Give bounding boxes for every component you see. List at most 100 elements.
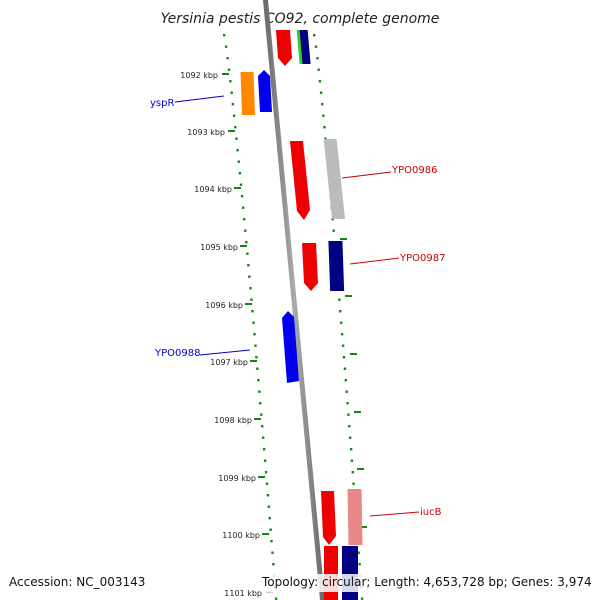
outer-ring-dot <box>321 103 324 106</box>
leader-line-ypo0986 <box>341 171 392 179</box>
outer-ring-dot <box>343 367 347 370</box>
gene-label-iucb[interactable]: iucB <box>420 507 442 518</box>
inner-ring-dot <box>239 183 243 186</box>
gene-arrow-red-ypo0986[interactable] <box>290 141 310 220</box>
inner-ring-dot <box>261 425 264 428</box>
outer-ring-dot <box>345 390 348 393</box>
inner-ring-dot <box>274 597 278 600</box>
inner-ring-dot <box>246 252 249 255</box>
inner-ring-dot <box>244 229 247 232</box>
outer-ring-dot <box>348 425 351 428</box>
outer-ring-dot <box>316 57 319 60</box>
gene-block-navy-ypo0987[interactable] <box>328 241 345 291</box>
outer-ring-dot <box>322 114 325 117</box>
gene-label-ypo0988[interactable]: YPO0988 <box>154 348 200 359</box>
outer-ring-dot <box>340 333 344 336</box>
inner-ring-dot <box>260 413 263 416</box>
outer-ring-dot <box>340 321 343 324</box>
tick-label-1098: 1098 kbp <box>214 416 252 425</box>
inner-ring-dot <box>253 333 256 336</box>
inner-ring-dot <box>229 80 232 83</box>
inner-ring-dot <box>230 91 233 94</box>
outer-ring-dot <box>319 91 323 94</box>
inner-ring-dot <box>259 402 262 405</box>
outer-ring-dot <box>341 344 345 347</box>
outer-ring-dot <box>314 45 318 48</box>
outer-ring-dot <box>358 563 361 566</box>
inner-ring-dot <box>269 528 272 531</box>
gene-label-yspr[interactable]: yspR <box>150 98 174 109</box>
outer-ring-dot <box>324 137 327 140</box>
inner-ring-dot <box>232 114 236 117</box>
inner-ring-dot <box>256 367 259 370</box>
tick-label-1101: 1101 kbp <box>224 589 262 598</box>
inner-ring-dot <box>262 436 265 439</box>
inner-ring-dot <box>242 206 245 209</box>
gene-label-ypo0986[interactable]: YPO0986 <box>391 165 437 176</box>
outer-ring-dot <box>346 402 349 405</box>
tick-label-1092: 1092 kbp <box>180 71 218 80</box>
tick-label-1093: 1093 kbp <box>187 128 225 137</box>
inner-ring-dot <box>226 57 229 60</box>
outer-ring-dot <box>344 379 347 382</box>
inner-ring-dot <box>265 482 269 485</box>
inner-ring-dot <box>270 540 273 543</box>
inner-ring-dot <box>224 45 228 48</box>
inner-ring-dot <box>248 275 251 278</box>
outer-ring-dot <box>338 298 341 301</box>
gene-features <box>240 30 363 600</box>
outer-ring-dot <box>350 459 354 462</box>
gene-label-ypo0987[interactable]: YPO0987 <box>399 253 445 264</box>
outer-ring-dot <box>323 126 326 129</box>
inner-ring-dot <box>238 172 242 175</box>
inner-ring-dot <box>247 264 250 267</box>
gene-arrow-blue-ypo0988[interactable] <box>282 311 299 383</box>
inner-ring-dot <box>236 149 239 152</box>
outer-ring-dot <box>357 551 360 554</box>
tick-label-1096: 1096 kbp <box>205 301 243 310</box>
inner-ring-dot <box>254 344 257 347</box>
leader-line-ypo0987 <box>349 257 400 265</box>
gene-block-navy-top[interactable] <box>299 30 311 64</box>
inner-ring-dot <box>264 471 268 474</box>
outer-ring-dot <box>342 356 346 359</box>
gene-arrow-red-ypo0987[interactable] <box>302 243 318 291</box>
inner-ring-dot <box>243 218 246 221</box>
leader-line-iucb <box>369 511 420 517</box>
inner-ring-dot <box>262 448 266 451</box>
inner-ring-dot <box>272 563 275 566</box>
inner-ring-dot <box>267 505 270 508</box>
tick-label-1100: 1100 kbp <box>222 531 260 540</box>
inner-ring-dot <box>223 34 226 37</box>
gene-block-orange-yspr[interactable] <box>240 72 256 115</box>
inner-ring-dot <box>240 195 244 198</box>
accession-text: Accession: NC_003143 <box>9 575 145 589</box>
inner-ring-dot <box>268 517 271 520</box>
outer-ring-dot <box>349 436 352 439</box>
outer-ring-dot <box>351 471 354 474</box>
inner-ring-dot <box>252 321 255 324</box>
inner-ring-dot <box>235 137 238 140</box>
inner-ring-dot <box>255 356 258 359</box>
leader-line-ypo0988 <box>199 349 251 356</box>
inner-ring-dot <box>234 126 237 129</box>
tick-label-1095: 1095 kbp <box>200 243 238 252</box>
inner-ring-dot <box>266 494 270 497</box>
genome-backbone <box>263 0 325 600</box>
outer-ring-dot <box>318 80 322 83</box>
outer-ring-dot <box>313 34 316 37</box>
inner-ring-dot <box>227 68 231 71</box>
inner-ring-dot <box>237 160 240 163</box>
gene-block-pink-iucb[interactable] <box>347 489 363 545</box>
inner-ring-dot <box>250 298 253 301</box>
gene-arrow-blue-yspr[interactable] <box>258 70 272 112</box>
kbp-scale: 1092 kbp 1093 kbp 1094 kbp 1095 kbp 1096… <box>180 71 367 598</box>
outer-ring-dot <box>352 482 355 485</box>
tick-label-1099: 1099 kbp <box>218 474 256 483</box>
inner-ring-dot <box>231 103 235 106</box>
outer-ring-dot <box>332 229 335 232</box>
gene-arrow-red-iucb[interactable] <box>321 491 336 545</box>
gene-arrow-red-top[interactable] <box>276 30 292 66</box>
map-title: Yersinia pestis CO92, complete genome <box>161 11 440 27</box>
gene-block-grey-ypo0986[interactable] <box>323 139 346 219</box>
